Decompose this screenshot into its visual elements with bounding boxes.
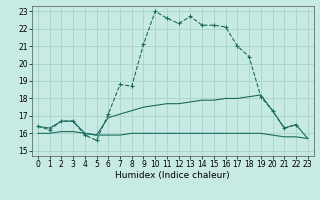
X-axis label: Humidex (Indice chaleur): Humidex (Indice chaleur) [116,171,230,180]
